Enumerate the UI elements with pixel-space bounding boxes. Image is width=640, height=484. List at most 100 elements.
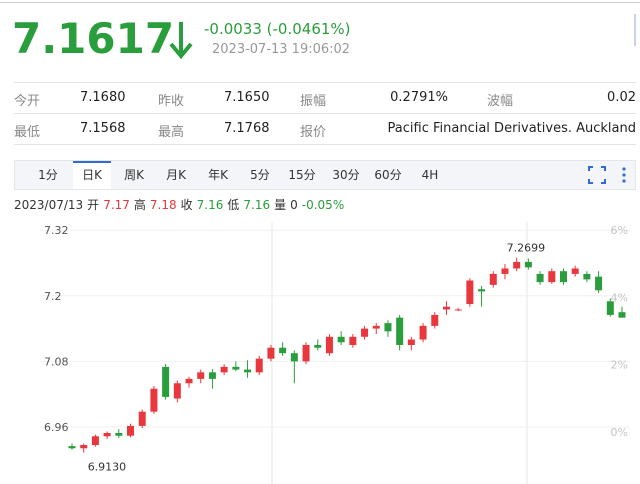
min-label: 6.9130 <box>88 461 127 474</box>
candle-body <box>267 347 275 359</box>
stat-label: 报价 <box>300 125 327 140</box>
tab[interactable]: 月K <box>166 168 186 182</box>
candle-body <box>91 436 99 446</box>
candle-body <box>372 325 380 329</box>
tab[interactable]: 5分 <box>250 168 270 182</box>
candle-body <box>197 372 205 379</box>
candle-body <box>220 366 228 373</box>
candle-body <box>290 353 298 362</box>
info-change: -0.05% <box>301 198 345 212</box>
price: 7.1617 <box>12 14 175 63</box>
candle-body <box>138 411 146 426</box>
info-label: 高 <box>133 198 146 212</box>
stat-label: 昨收 <box>158 94 185 109</box>
stat-label: 振幅 <box>300 94 327 109</box>
candle-body <box>606 301 614 315</box>
tab-bar <box>14 160 636 190</box>
candle-body <box>466 280 474 304</box>
candle-body <box>407 339 415 345</box>
info-value: 7.18 <box>149 198 177 212</box>
candle-body <box>501 268 509 274</box>
price-change: -0.0033 (-0.0461%) <box>204 20 351 38</box>
candle-body <box>361 328 369 337</box>
candle-body <box>185 378 193 384</box>
stat-value: 7.1650 <box>224 90 270 105</box>
stat-label: 最高 <box>158 125 185 140</box>
info-value: 7.17 <box>103 198 130 212</box>
candle-body <box>431 314 439 326</box>
y2-tick-label: 6% <box>611 224 628 237</box>
info-value: 0 <box>290 198 298 212</box>
tab[interactable]: 60分 <box>374 168 402 182</box>
tool-icons[interactable] <box>588 166 632 184</box>
info-value: 7.16 <box>243 198 271 212</box>
stat-value: 7.1680 <box>80 90 126 105</box>
candle-body <box>302 344 310 362</box>
candle-body <box>618 312 626 318</box>
divider <box>14 82 636 83</box>
candle-body <box>232 366 240 370</box>
stat-value: 0.2791% <box>390 90 448 105</box>
candle-body <box>279 347 287 354</box>
y2-tick-label: 2% <box>611 359 628 372</box>
candle-body <box>80 445 88 449</box>
y-tick-label: 7.08 <box>44 355 69 368</box>
candle-body <box>442 306 450 310</box>
stat-label: 波幅 <box>487 94 514 109</box>
candle-body <box>162 366 170 397</box>
down-arrow <box>169 22 193 60</box>
candle-body <box>314 344 322 348</box>
candle-body <box>68 446 76 449</box>
stat-value: 7.1568 <box>80 121 126 136</box>
candle-body <box>419 325 427 340</box>
candle-body <box>384 323 392 332</box>
candle-body <box>325 336 333 354</box>
candle-body <box>115 432 123 436</box>
info-label: 量 <box>274 198 287 212</box>
candle-body <box>396 317 404 345</box>
candle-body <box>173 383 181 399</box>
info-label: 低 <box>227 198 240 212</box>
tab[interactable]: 周K <box>124 168 144 182</box>
info-date: 2023/07/13 <box>14 198 84 212</box>
y2-tick-label: 0% <box>611 426 628 439</box>
tab[interactable]: 15分 <box>288 168 316 182</box>
candle-body <box>103 432 111 437</box>
candle-body <box>536 273 544 283</box>
candle-body <box>478 289 486 292</box>
candle-body <box>571 268 579 274</box>
scroll-edge <box>634 14 636 46</box>
candle-body <box>548 271 556 283</box>
candle-body <box>454 309 462 311</box>
info-value: 7.16 <box>196 198 224 212</box>
y-tick-label: 6.96 <box>44 421 69 434</box>
candle-body <box>349 336 357 345</box>
stat-value: 7.1768 <box>224 121 270 136</box>
tab[interactable]: 日K <box>73 161 111 189</box>
y-tick-label: 7.2 <box>44 290 62 303</box>
candle-body <box>127 425 135 436</box>
candle-body <box>595 276 603 291</box>
candle-body <box>150 388 158 412</box>
divider <box>14 144 636 145</box>
tab[interactable]: 年K <box>208 168 228 182</box>
candle-info: 2023/07/13 开 7.17 高 7.18 收 7.16 低 7.16 量 0 -0.05% <box>14 196 348 213</box>
tab[interactable]: 30分 <box>332 168 360 182</box>
info-label: 开 <box>87 198 100 212</box>
divider <box>14 113 636 114</box>
top-border <box>0 2 640 3</box>
candle-body <box>559 271 567 283</box>
candle-body <box>208 372 216 379</box>
tab[interactable]: 1分 <box>38 168 58 182</box>
candle-body <box>583 273 591 280</box>
info-label: 收 <box>180 198 193 212</box>
candle-body <box>244 369 252 373</box>
stat-label: 最低 <box>14 125 41 140</box>
stat-value: Pacific Financial Derivatives. Auckland <box>387 121 636 136</box>
stat-value: 0.02 <box>607 90 636 105</box>
candle-body <box>524 261 532 268</box>
y2-tick-label: 4% <box>611 291 628 304</box>
tab[interactable]: 4H <box>421 168 439 182</box>
